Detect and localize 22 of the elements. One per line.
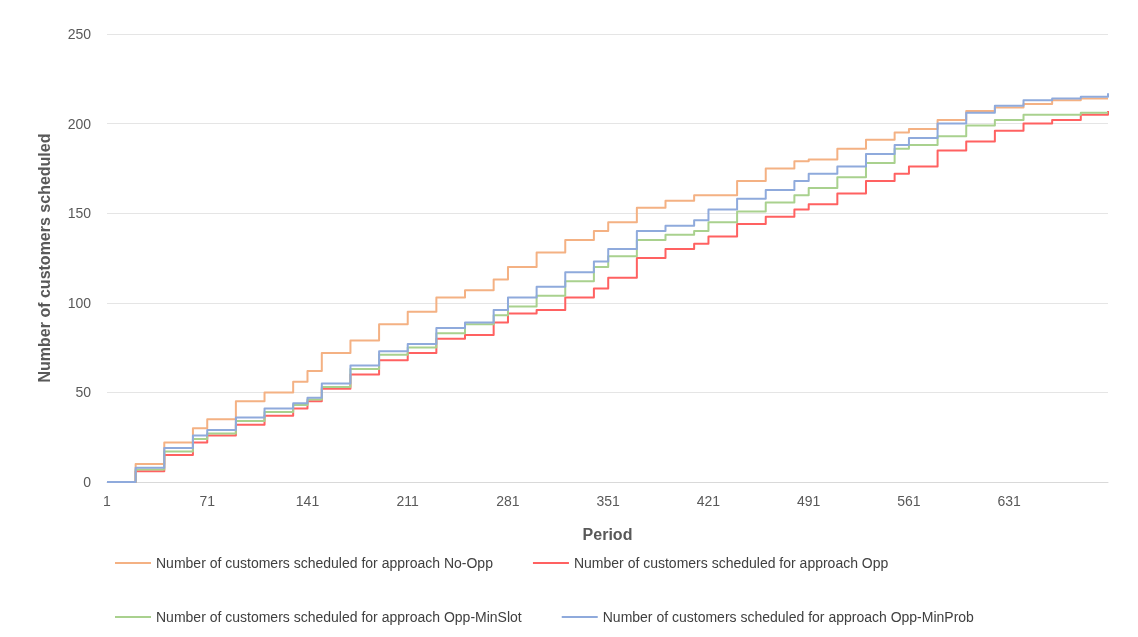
y-tick-label: 50	[75, 384, 92, 401]
x-tick-label: 71	[199, 493, 216, 509]
y-axis-title: Number of customers scheduled	[35, 133, 53, 383]
legend-label: Number of customers scheduled for approach No-Opp	[156, 555, 494, 571]
legend-label: Number of customers scheduled for approach Opp-MinProb	[602, 609, 975, 625]
y-tick-label: 250	[67, 26, 92, 42]
y-tick-label: 150	[67, 205, 92, 222]
y-tick-label: 200	[67, 115, 92, 132]
y-tick-label: 100	[67, 294, 92, 311]
x-tick-label: 631	[997, 493, 1022, 509]
x-tick-label: 491	[797, 493, 821, 509]
x-tick-label: 281	[496, 493, 520, 509]
legend-label: Number of customers scheduled for approach Opp-MinSlot	[156, 609, 522, 625]
y-tick-label: 0	[83, 474, 92, 490]
x-tick-label: 1	[103, 493, 112, 509]
x-tick-label: 351	[596, 493, 621, 509]
x-tick-label: 141	[295, 493, 320, 509]
x-tick-label: 211	[396, 493, 420, 509]
x-axis-title: Period	[582, 525, 633, 543]
x-tick-label: 421	[696, 493, 721, 509]
legend-label: Number of customers scheduled for approach Opp	[573, 555, 889, 571]
x-tick-label: 561	[897, 493, 921, 509]
